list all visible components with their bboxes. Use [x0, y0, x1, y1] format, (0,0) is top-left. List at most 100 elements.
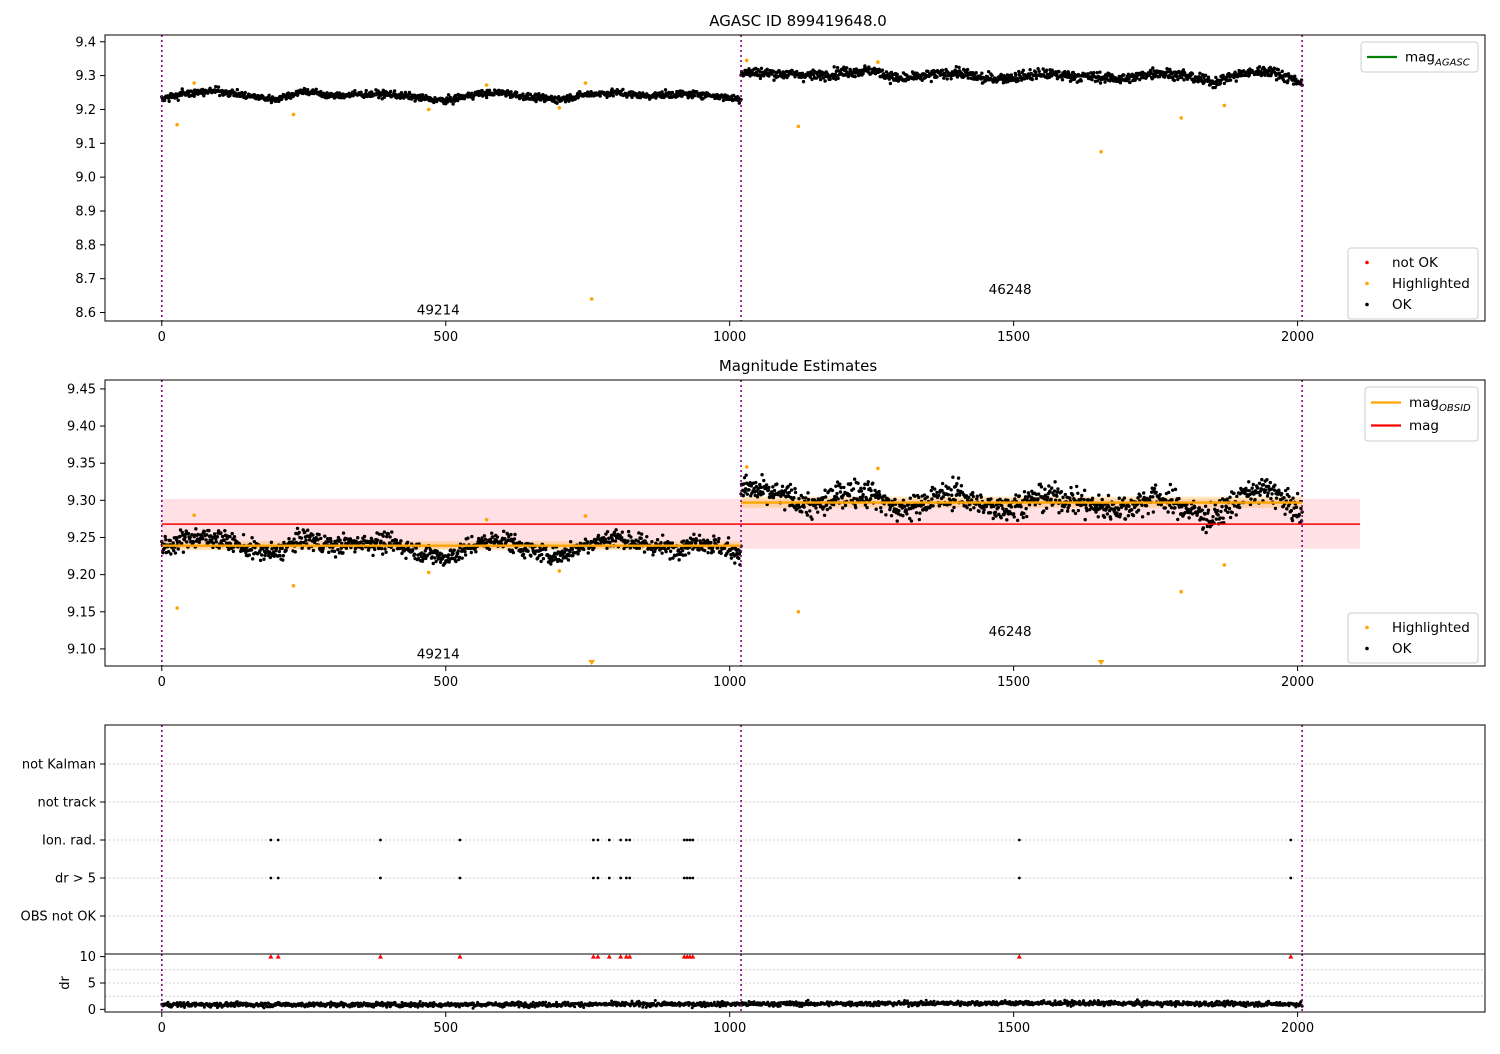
- ok-point: [814, 506, 817, 509]
- ok-point: [169, 539, 172, 542]
- ok-point: [1123, 496, 1126, 499]
- ok-point: [1122, 73, 1125, 76]
- ok-point: [215, 540, 218, 543]
- dr-point: [566, 1001, 569, 1004]
- dr-point: [203, 1006, 206, 1009]
- ok-point: [966, 68, 969, 71]
- ok-point: [656, 538, 659, 541]
- highlighted-point: [1099, 150, 1103, 154]
- ok-point: [1040, 485, 1043, 488]
- ok-point: [727, 536, 730, 539]
- ok-point: [1277, 68, 1280, 71]
- ok-point: [380, 547, 383, 550]
- ok-point: [762, 479, 765, 482]
- ok-point: [218, 94, 221, 97]
- ok-point: [742, 494, 745, 497]
- ok-point: [1285, 507, 1288, 510]
- ok-point: [879, 506, 882, 509]
- highlighted-point: [584, 81, 588, 85]
- ok-point: [1173, 79, 1176, 82]
- ok-point: [390, 530, 393, 533]
- ok-point: [1266, 491, 1269, 494]
- highlighted-point: [558, 569, 562, 573]
- ok-point: [1099, 81, 1102, 84]
- ok-point: [664, 88, 667, 91]
- x-tick-label: 1500: [997, 675, 1030, 690]
- ok-point: [597, 534, 600, 537]
- ok-point: [806, 491, 809, 494]
- ok-point: [171, 541, 174, 544]
- ok-point: [404, 557, 407, 560]
- highlighted-point: [1179, 590, 1183, 594]
- ok-point: [844, 504, 847, 507]
- flag-row-label: OBS not OK: [21, 910, 97, 925]
- ok-point: [1061, 496, 1064, 499]
- ok-point: [826, 508, 829, 511]
- x-tick-label: 1500: [997, 330, 1030, 345]
- ok-point: [712, 550, 715, 553]
- ok-point: [852, 487, 855, 490]
- ok-point: [1193, 506, 1196, 509]
- ok-point: [994, 511, 997, 514]
- ok-point: [1154, 483, 1157, 486]
- flag-point: [1018, 839, 1021, 842]
- ok-point: [835, 492, 838, 495]
- ok-point: [621, 530, 624, 533]
- ok-point: [334, 555, 337, 558]
- ok-point: [823, 514, 826, 517]
- ok-point: [762, 492, 765, 495]
- ok-point: [1060, 490, 1063, 493]
- ok-point: [281, 558, 284, 561]
- ok-point: [260, 553, 263, 556]
- ok-point: [433, 556, 436, 559]
- ok-point: [1229, 78, 1232, 81]
- ok-point: [901, 514, 904, 517]
- y-tick-label: 9.45: [67, 382, 96, 397]
- ok-point: [1204, 74, 1207, 77]
- flag-point: [459, 877, 462, 880]
- ok-point: [1291, 519, 1294, 522]
- ok-point: [1076, 492, 1079, 495]
- ok-point: [509, 90, 512, 93]
- ok-point: [363, 535, 366, 538]
- ok-point: [1074, 512, 1077, 515]
- ok-point: [823, 79, 826, 82]
- ok-point: [204, 538, 207, 541]
- highlighted-point: [175, 123, 179, 127]
- ok-point: [1256, 486, 1259, 489]
- ok-point: [798, 505, 801, 508]
- ok-point: [300, 536, 303, 539]
- ok-point: [605, 96, 608, 99]
- legend-label: OK: [1392, 297, 1413, 313]
- ok-point: [1296, 492, 1299, 495]
- ok-point: [457, 549, 460, 552]
- ok-point: [1035, 77, 1038, 80]
- ok-point: [488, 548, 491, 551]
- ok-point: [859, 487, 862, 490]
- ok-point: [1053, 480, 1056, 483]
- ok-point: [503, 537, 506, 540]
- ok-point: [1132, 514, 1135, 517]
- ok-point: [1177, 497, 1180, 500]
- ok-point: [836, 497, 839, 500]
- ok-point: [1222, 516, 1225, 519]
- ok-point: [1204, 505, 1207, 508]
- ok-point: [464, 553, 467, 556]
- ok-point: [185, 540, 188, 543]
- ok-point: [1142, 491, 1145, 494]
- ok-point: [1066, 509, 1069, 512]
- ok-point: [887, 498, 890, 501]
- ok-point: [544, 548, 547, 551]
- ok-point: [714, 538, 717, 541]
- ok-point: [1182, 78, 1185, 81]
- ok-point: [474, 550, 477, 553]
- ok-point: [1080, 79, 1083, 82]
- ok-point: [930, 489, 933, 492]
- ok-point: [564, 100, 567, 103]
- ok-point: [250, 536, 253, 539]
- ok-point: [802, 505, 805, 508]
- ok-point: [1068, 504, 1071, 507]
- flag-point: [625, 877, 628, 880]
